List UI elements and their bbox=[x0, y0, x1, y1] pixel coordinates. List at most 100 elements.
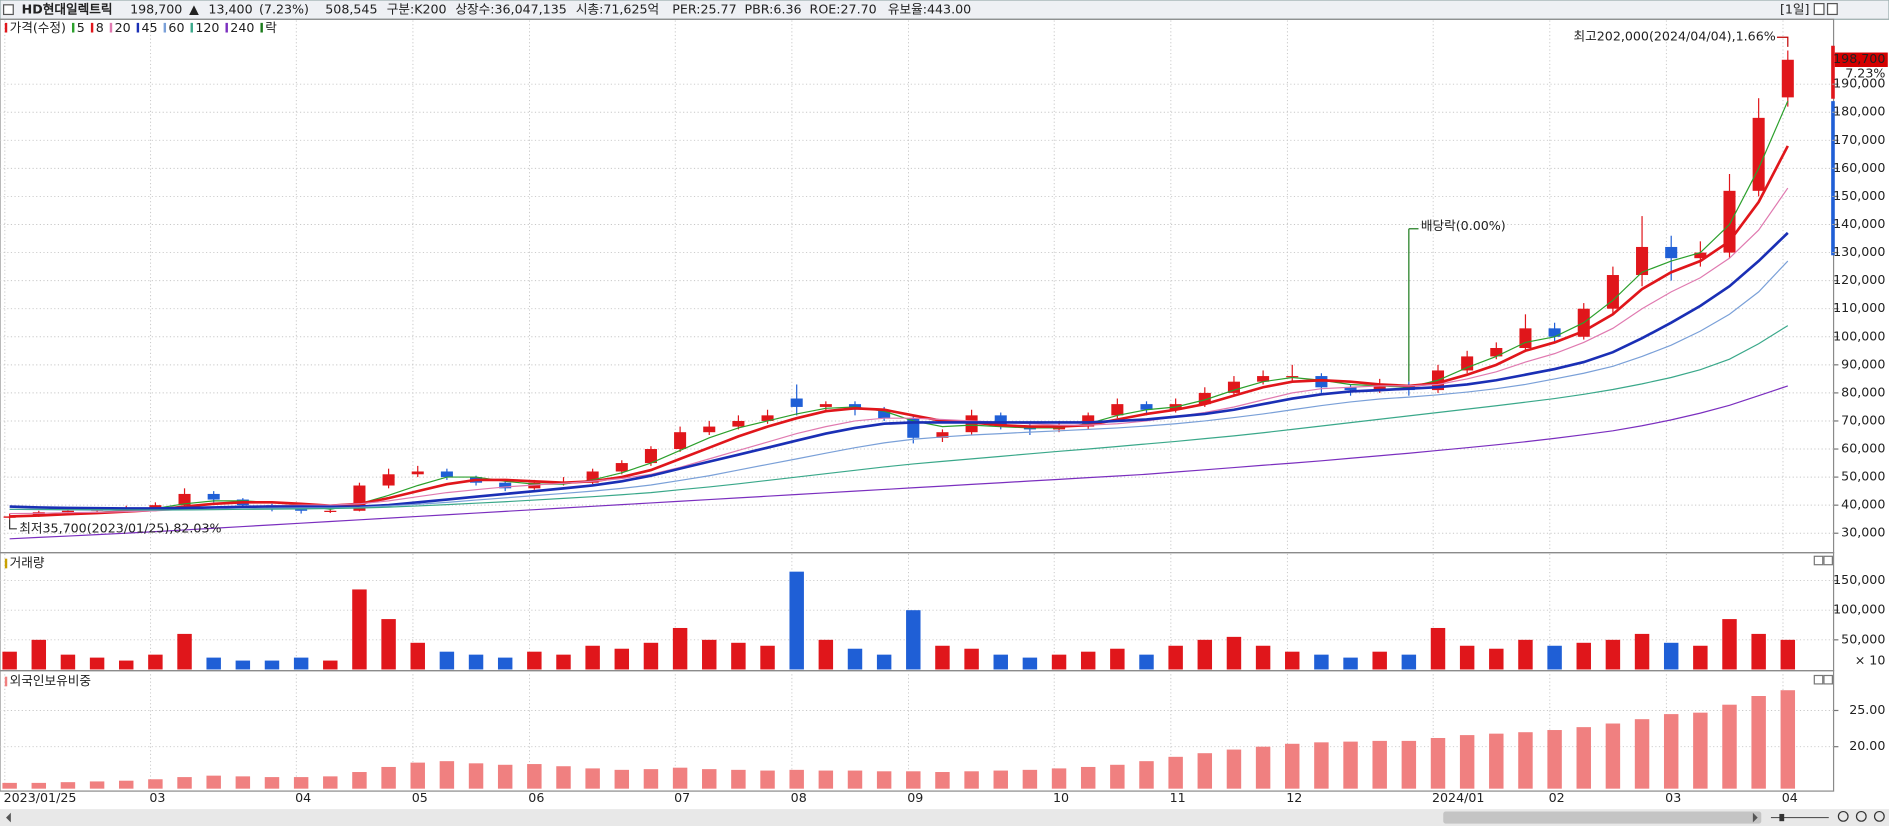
high-arrow bbox=[1776, 36, 1789, 47]
x-tick-label: 05 bbox=[412, 790, 428, 805]
bar bbox=[1459, 735, 1475, 789]
scroll-left[interactable] bbox=[6, 812, 11, 823]
panel-button[interactable] bbox=[1823, 555, 1833, 566]
bar bbox=[1576, 642, 1591, 670]
x-tick-label: 2024/01 bbox=[1432, 790, 1484, 805]
bar bbox=[60, 782, 76, 789]
panel-button[interactable] bbox=[1813, 674, 1824, 685]
panel-button[interactable] bbox=[1823, 674, 1833, 685]
candle-body bbox=[615, 463, 628, 472]
candle-body bbox=[761, 415, 774, 421]
bar bbox=[818, 770, 834, 789]
x-tick-label: 04 bbox=[1782, 790, 1798, 805]
bar bbox=[31, 782, 47, 789]
bar bbox=[1168, 645, 1183, 670]
candle-body bbox=[1373, 384, 1386, 391]
bar bbox=[1022, 657, 1038, 670]
checkbox[interactable] bbox=[3, 4, 14, 16]
legend-item: 45 bbox=[142, 20, 158, 35]
candle-body bbox=[178, 493, 191, 506]
candle-body bbox=[1461, 356, 1474, 371]
moving-average bbox=[9, 260, 1789, 511]
candle-body bbox=[1606, 275, 1619, 309]
y-tick-label: 190,000 bbox=[1833, 76, 1885, 91]
bar bbox=[818, 639, 834, 670]
candle-body bbox=[1315, 376, 1328, 388]
candle-body bbox=[411, 471, 424, 475]
bar bbox=[1459, 645, 1475, 670]
window-close[interactable] bbox=[1826, 3, 1838, 16]
unit-label: × 10 bbox=[1855, 653, 1886, 668]
scrollbar[interactable] bbox=[0, 809, 1889, 826]
bar bbox=[1226, 636, 1242, 670]
candle-body bbox=[1111, 404, 1124, 416]
window-restore[interactable] bbox=[1813, 3, 1825, 16]
bar bbox=[264, 660, 280, 670]
zoom-in[interactable] bbox=[1855, 810, 1867, 822]
bar bbox=[1693, 712, 1708, 789]
bar bbox=[1080, 651, 1096, 670]
bar bbox=[935, 772, 950, 789]
zoom-reset[interactable] bbox=[1873, 810, 1885, 822]
panel-title: 거래량 bbox=[10, 555, 45, 570]
x-tick-label: 10 bbox=[1053, 790, 1069, 805]
bar bbox=[1110, 764, 1125, 789]
range-indicator-up bbox=[1831, 45, 1835, 99]
candle-body bbox=[207, 493, 220, 500]
bar bbox=[527, 651, 542, 670]
bar bbox=[1605, 639, 1621, 670]
candle-body bbox=[149, 505, 162, 508]
bar bbox=[1051, 654, 1067, 670]
bar bbox=[323, 776, 338, 789]
header-field: 13,400 bbox=[208, 2, 252, 17]
last-price: 198,700 bbox=[1833, 51, 1885, 66]
panel-button[interactable] bbox=[1813, 555, 1824, 566]
bar bbox=[964, 648, 979, 670]
candle-body bbox=[382, 474, 395, 486]
candle-body bbox=[1490, 347, 1503, 357]
bar bbox=[381, 619, 396, 670]
bar bbox=[206, 657, 221, 670]
bar bbox=[585, 768, 600, 789]
legend-item: 120 bbox=[195, 20, 219, 35]
y-tick-label: 70,000 bbox=[1841, 412, 1885, 427]
bar bbox=[527, 764, 542, 789]
candle-body bbox=[1227, 381, 1240, 393]
bar bbox=[1605, 723, 1621, 789]
header-field: 198,700 bbox=[130, 2, 182, 17]
bar bbox=[1780, 639, 1796, 670]
bar bbox=[1780, 690, 1796, 789]
candle-body bbox=[324, 510, 337, 512]
bar bbox=[293, 657, 309, 670]
bar bbox=[177, 633, 192, 670]
candle-body bbox=[1198, 392, 1211, 405]
legend-title: 가격(수정) bbox=[10, 20, 66, 35]
bar bbox=[935, 645, 950, 670]
bar bbox=[1547, 645, 1562, 670]
bar bbox=[906, 771, 921, 789]
panel-title: 외국인보유비중 bbox=[10, 673, 91, 688]
bar bbox=[1489, 648, 1504, 670]
zoom-out[interactable] bbox=[1837, 810, 1849, 822]
bar bbox=[847, 648, 863, 670]
bar bbox=[1080, 766, 1096, 789]
low-arrow bbox=[9, 519, 17, 530]
header-field: ▲ bbox=[189, 2, 199, 17]
header-info: 상장수:36,047,135 bbox=[455, 2, 566, 17]
zoom-knob[interactable] bbox=[1779, 813, 1785, 822]
candle-body bbox=[61, 510, 74, 513]
bar bbox=[672, 767, 688, 789]
y-tick-label: 60,000 bbox=[1841, 441, 1885, 456]
bar bbox=[1634, 719, 1650, 789]
legend-swatch bbox=[190, 22, 193, 33]
bar bbox=[497, 657, 513, 670]
candle-body bbox=[1752, 117, 1765, 191]
scroll-thumb[interactable] bbox=[1443, 811, 1762, 824]
bar bbox=[1751, 633, 1766, 670]
bar bbox=[89, 657, 105, 670]
bar bbox=[1693, 645, 1708, 670]
candle-body bbox=[499, 482, 512, 489]
scroll-right[interactable] bbox=[1752, 812, 1758, 823]
bar bbox=[1518, 732, 1533, 789]
y-tick-label: 140,000 bbox=[1833, 216, 1885, 231]
